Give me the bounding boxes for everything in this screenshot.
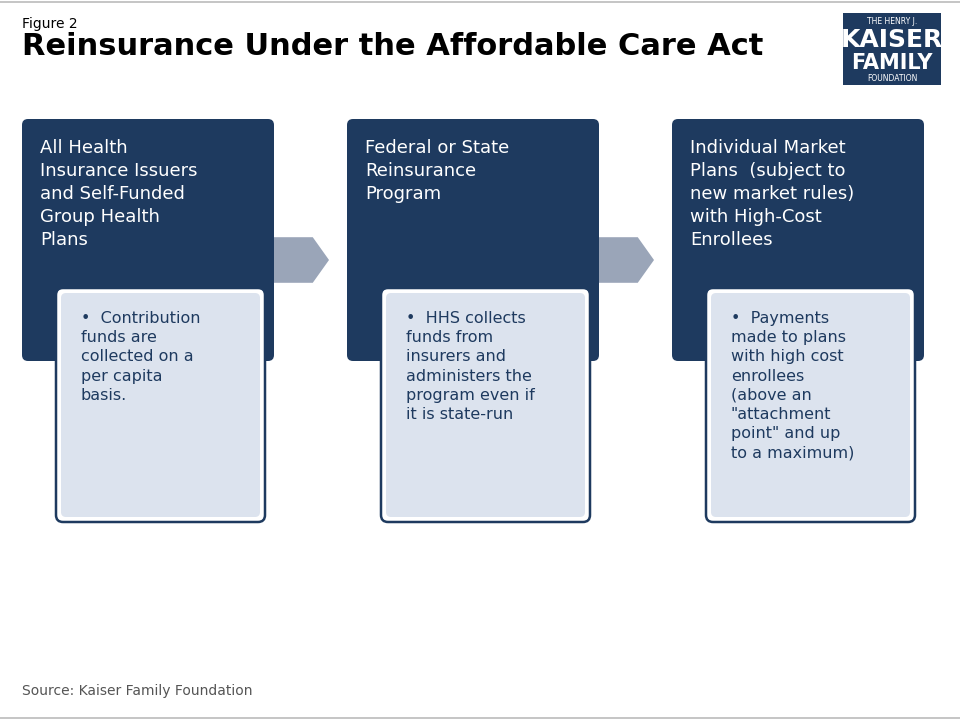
Polygon shape — [271, 237, 329, 283]
FancyBboxPatch shape — [711, 293, 910, 517]
FancyBboxPatch shape — [843, 13, 941, 85]
Text: Individual Market
Plans  (subject to
new market rules)
with High-Cost
Enrollees: Individual Market Plans (subject to new … — [690, 139, 854, 248]
FancyBboxPatch shape — [347, 119, 599, 361]
Text: •  Contribution
funds are
collected on a
per capita
basis.: • Contribution funds are collected on a … — [81, 311, 201, 402]
FancyBboxPatch shape — [381, 288, 590, 522]
Polygon shape — [596, 237, 654, 283]
FancyBboxPatch shape — [61, 293, 260, 517]
Text: THE HENRY J.: THE HENRY J. — [867, 17, 917, 26]
FancyBboxPatch shape — [22, 119, 274, 361]
FancyBboxPatch shape — [56, 288, 265, 522]
Text: Federal or State
Reinsurance
Program: Federal or State Reinsurance Program — [365, 139, 509, 203]
FancyBboxPatch shape — [386, 293, 585, 517]
Text: Source: Kaiser Family Foundation: Source: Kaiser Family Foundation — [22, 684, 252, 698]
FancyBboxPatch shape — [706, 288, 915, 522]
Text: Reinsurance Under the Affordable Care Act: Reinsurance Under the Affordable Care Ac… — [22, 32, 763, 61]
FancyBboxPatch shape — [672, 119, 924, 361]
Text: Figure 2: Figure 2 — [22, 17, 78, 31]
Text: •  HHS collects
funds from
insurers and
administers the
program even if
it is st: • HHS collects funds from insurers and a… — [406, 311, 535, 422]
Text: All Health
Insurance Issuers
and Self-Funded
Group Health
Plans: All Health Insurance Issuers and Self-Fu… — [40, 139, 198, 248]
Text: FOUNDATION: FOUNDATION — [867, 74, 917, 83]
Text: FAMILY: FAMILY — [852, 53, 933, 73]
Text: KAISER: KAISER — [841, 28, 943, 52]
Text: •  Payments
made to plans
with high cost
enrollees
(above an
"attachment
point" : • Payments made to plans with high cost … — [731, 311, 854, 460]
